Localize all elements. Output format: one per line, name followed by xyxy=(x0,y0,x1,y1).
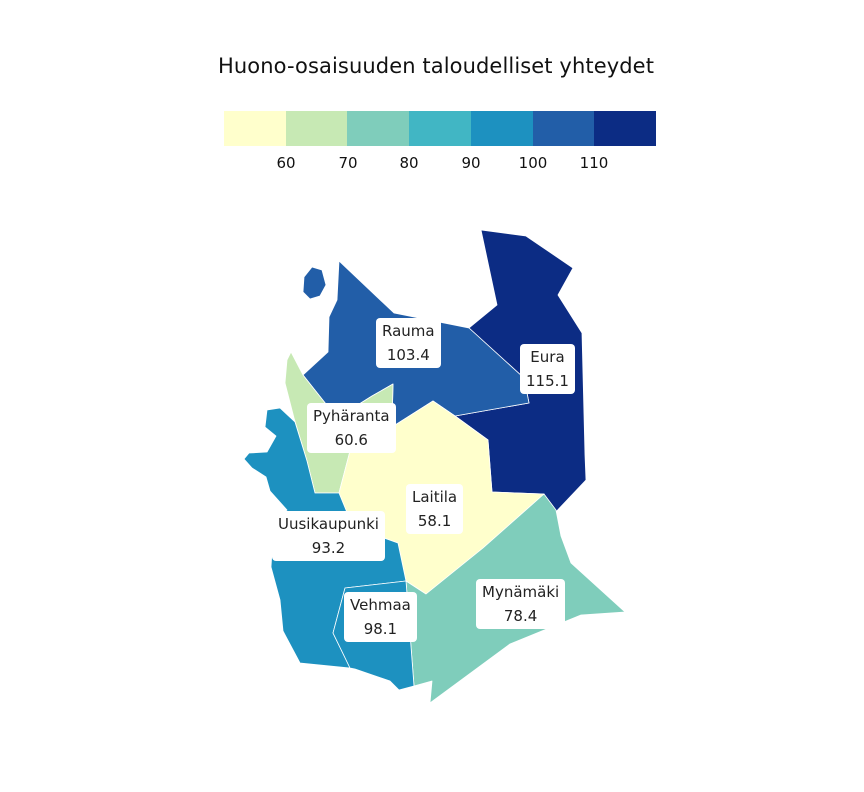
label-uusikaupunki: Uusikaupunki 93.2 xyxy=(272,511,385,561)
legend-swatch-1 xyxy=(224,111,286,146)
label-vehmaa-value: 98.1 xyxy=(363,620,398,638)
label-eura-name: Eura xyxy=(530,348,565,366)
label-rauma-value: 103.4 xyxy=(386,346,430,364)
legend-tick-110: 110 xyxy=(579,154,609,172)
label-uusikaupunki-value: 93.2 xyxy=(311,539,346,557)
label-laitila-name: Laitila xyxy=(412,488,458,506)
label-laitila: Laitila 58.1 xyxy=(406,484,464,534)
label-vehmaa-name: Vehmaa xyxy=(350,596,411,614)
map-title: Huono-osaisuuden taloudelliset yhteydet xyxy=(217,54,655,78)
legend-swatch-6 xyxy=(532,111,595,146)
label-laitila-value: 58.1 xyxy=(417,512,452,530)
legend-tick-70: 70 xyxy=(338,154,358,172)
label-mynamaki-value: 78.4 xyxy=(503,607,538,625)
label-mynamaki: Mynämäki 78.4 xyxy=(476,579,566,629)
legend-tick-90: 90 xyxy=(461,154,481,172)
legend-tick-80: 80 xyxy=(399,154,419,172)
legend-tick-60: 60 xyxy=(276,154,296,172)
label-eura: Eura 115.1 xyxy=(520,344,575,394)
label-mynamaki-name: Mynämäki xyxy=(482,583,560,601)
legend-swatch-2 xyxy=(285,111,348,146)
label-rauma: Rauma 103.4 xyxy=(376,318,441,368)
legend-swatch-3 xyxy=(347,111,410,146)
label-rauma-name: Rauma xyxy=(382,322,435,340)
label-vehmaa: Vehmaa 98.1 xyxy=(344,592,417,642)
color-legend xyxy=(224,111,657,146)
label-eura-value: 115.1 xyxy=(526,372,569,390)
label-pyharanta: Pyhäranta 60.6 xyxy=(307,403,396,453)
legend-tick-100: 100 xyxy=(518,154,548,172)
label-uusikaupunki-name: Uusikaupunki xyxy=(278,515,379,533)
legend-swatch-7 xyxy=(594,111,657,146)
legend-swatch-4 xyxy=(409,111,471,146)
region-rauma-island[interactable] xyxy=(302,266,327,300)
legend-swatch-5 xyxy=(470,111,533,146)
label-pyharanta-name: Pyhäranta xyxy=(313,407,390,425)
label-pyharanta-value: 60.6 xyxy=(334,431,368,449)
